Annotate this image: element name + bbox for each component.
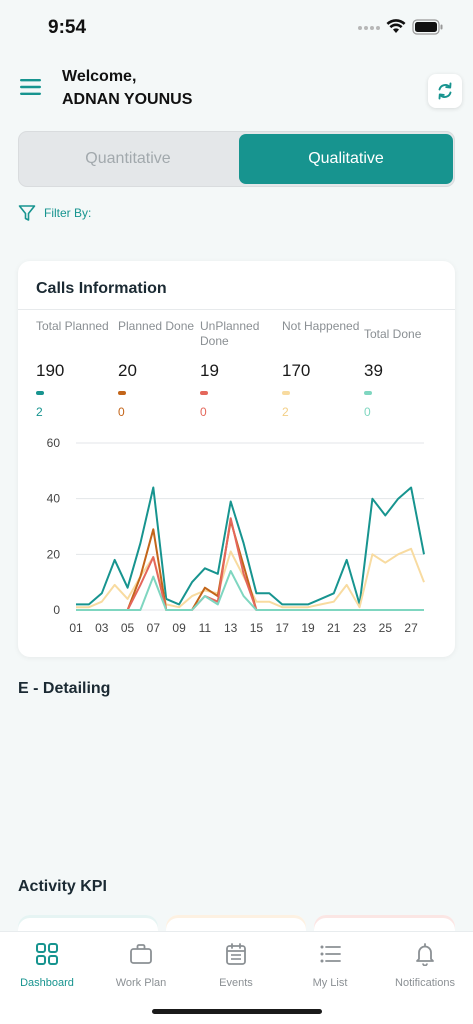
stat-total-planned[interactable]: Total Planned 190 2 bbox=[36, 319, 116, 419]
stat-planned-done[interactable]: Planned Done 20 0 bbox=[118, 319, 198, 419]
activity-kpi-title: Activity KPI bbox=[18, 878, 107, 895]
segment-qualitative[interactable]: Qualitative bbox=[239, 134, 453, 184]
tab-my-list[interactable]: My List bbox=[283, 932, 377, 1002]
y-tick-label: 60 bbox=[47, 436, 61, 450]
series-line-1 bbox=[76, 547, 425, 609]
stat-sub-value: 0 bbox=[364, 405, 371, 419]
x-tick-label: 07 bbox=[147, 621, 161, 635]
stat-label: Not Happened bbox=[282, 319, 360, 333]
x-tick-label: 13 bbox=[224, 621, 238, 635]
filter-icon bbox=[18, 205, 36, 221]
x-tick-label: 19 bbox=[301, 621, 315, 635]
bell-icon bbox=[416, 943, 434, 966]
x-tick-label: 03 bbox=[95, 621, 109, 635]
bottom-tab-bar: Dashboard Work Plan Events bbox=[0, 931, 473, 1024]
status-time: 9:54 bbox=[48, 17, 87, 38]
stat-label: Planned Done bbox=[118, 319, 195, 333]
stat-sub-value: 2 bbox=[36, 405, 43, 419]
e-detailing-title: E - Detailing bbox=[18, 680, 111, 697]
hamburger-icon[interactable] bbox=[20, 78, 42, 96]
tab-dashboard[interactable]: Dashboard bbox=[0, 932, 94, 1002]
x-tick-label: 15 bbox=[250, 621, 264, 635]
battery-icon bbox=[412, 19, 443, 35]
header: Welcome, ADNAN YOUNUS bbox=[0, 60, 473, 116]
y-tick-label: 20 bbox=[47, 547, 61, 561]
calls-information-card: Calls Information Total Planned 190 2 Pl… bbox=[18, 261, 455, 657]
legend-swatch bbox=[36, 391, 44, 395]
legend-swatch bbox=[282, 391, 290, 395]
tab-label: My List bbox=[312, 977, 348, 989]
card-title: Calls Information bbox=[36, 280, 167, 297]
list-icon bbox=[320, 945, 341, 963]
stat-label: UnPlanned Done bbox=[200, 319, 260, 348]
x-tick-label: 25 bbox=[379, 621, 393, 635]
stat-sub-value: 2 bbox=[282, 405, 289, 419]
series-line-4 bbox=[76, 570, 424, 611]
stat-value: 20 bbox=[118, 361, 137, 380]
username: ADNAN YOUNUS bbox=[62, 91, 193, 108]
stat-total-done[interactable]: Total Done 39 0 bbox=[364, 319, 444, 419]
stat-label: Total Planned bbox=[36, 319, 109, 333]
tab-events[interactable]: Events bbox=[189, 932, 283, 1002]
tab-work-plan[interactable]: Work Plan bbox=[94, 932, 188, 1002]
series-line-0 bbox=[76, 486, 425, 606]
x-tick-label: 17 bbox=[276, 621, 290, 635]
x-tick-label: 11 bbox=[199, 621, 212, 635]
briefcase-icon bbox=[130, 944, 152, 964]
stat-value: 39 bbox=[364, 361, 383, 380]
tab-label: Events bbox=[219, 977, 253, 989]
sync-button[interactable] bbox=[428, 74, 462, 108]
wifi-icon bbox=[386, 19, 406, 33]
legend-swatch bbox=[364, 391, 372, 395]
divider bbox=[18, 309, 455, 310]
x-tick-label: 09 bbox=[172, 621, 186, 635]
stat-unplanned-done[interactable]: UnPlanned Done 19 0 bbox=[200, 319, 280, 419]
filter-button[interactable]: Filter By: bbox=[18, 204, 91, 222]
x-tick-label: 05 bbox=[121, 621, 135, 635]
legend-swatch bbox=[118, 391, 126, 395]
y-tick-label: 0 bbox=[53, 603, 60, 617]
segment-quantitative[interactable]: Quantitative bbox=[85, 150, 171, 167]
x-tick-label: 23 bbox=[353, 621, 367, 635]
stat-sub-value: 0 bbox=[200, 405, 207, 419]
home-indicator bbox=[152, 1009, 322, 1014]
x-tick-label: 01 bbox=[69, 621, 83, 635]
tab-notifications[interactable]: Notifications bbox=[378, 932, 472, 1002]
status-bar: 9:54 bbox=[0, 0, 473, 56]
x-tick-label: 21 bbox=[327, 621, 341, 635]
calls-line-chart: 0 20 40 60 01 03 05 07 09 11 13 15 17 19 21 23 25 27 bbox=[47, 436, 425, 635]
welcome-text: Welcome, bbox=[62, 68, 137, 85]
stat-value: 170 bbox=[282, 361, 311, 380]
tab-label: Notifications bbox=[395, 977, 455, 989]
legend-swatch bbox=[200, 391, 208, 395]
calendar-icon bbox=[226, 943, 246, 965]
stat-label: Total Done bbox=[364, 327, 422, 341]
tab-label: Dashboard bbox=[20, 977, 74, 989]
refresh-icon bbox=[438, 82, 452, 100]
tab-label: Work Plan bbox=[115, 977, 167, 989]
view-segmented-control: Quantitative Qualitative bbox=[18, 131, 455, 187]
filter-label: Filter By: bbox=[44, 206, 92, 220]
stat-sub-value: 0 bbox=[118, 405, 125, 419]
stat-value: 19 bbox=[200, 361, 219, 380]
signal-icon bbox=[358, 26, 380, 30]
grid-icon bbox=[36, 943, 58, 965]
y-tick-label: 40 bbox=[47, 492, 61, 506]
x-tick-label: 27 bbox=[404, 621, 418, 635]
stat-value: 190 bbox=[36, 361, 65, 380]
stat-not-happened[interactable]: Not Happened 170 2 bbox=[282, 319, 362, 419]
